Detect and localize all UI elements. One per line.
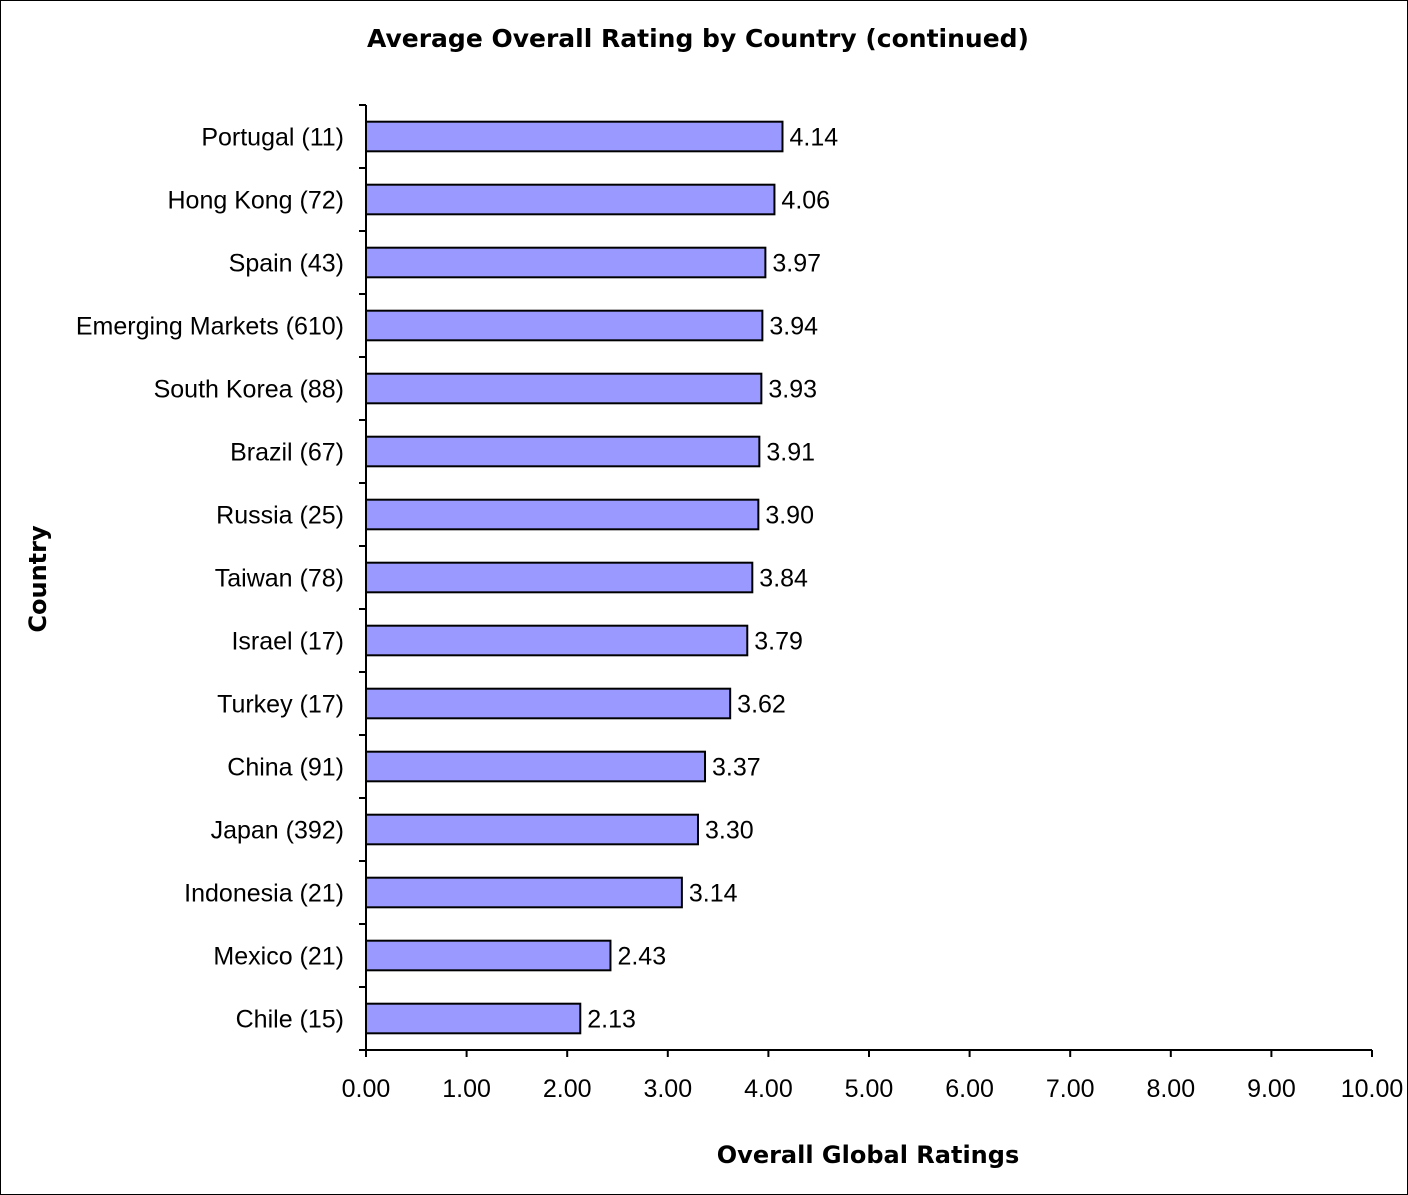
x-tick-label: 10.00	[1341, 1075, 1404, 1103]
category-label: Mexico (21)	[213, 943, 344, 971]
bar	[365, 372, 763, 405]
data-label: 2.43	[617, 943, 666, 971]
bar	[365, 246, 767, 279]
bar	[365, 498, 760, 531]
data-label: 3.62	[737, 691, 786, 719]
bar	[365, 183, 776, 216]
data-label: 3.79	[754, 628, 803, 656]
bar	[365, 687, 732, 720]
category-label: Chile (15)	[236, 1006, 344, 1034]
bar	[365, 1002, 582, 1035]
category-label: China (91)	[227, 754, 344, 782]
x-tick-label: 3.00	[643, 1075, 692, 1103]
data-label: 4.14	[789, 124, 838, 152]
category-label: Portugal (11)	[201, 124, 344, 152]
plot-area: 0.00 1.00 2.00 3.00 4.00 5.00 6.00 7.00 8.00 9.00…	[76, 104, 1404, 1103]
chart-title: Average Overall Rating by Country (conti…	[367, 24, 1029, 53]
x-tick-label: 1.00	[442, 1075, 491, 1103]
x-axis-title: Overall Global Ratings	[717, 1141, 1019, 1169]
x-tick-label: 2.00	[543, 1075, 592, 1103]
bar	[365, 876, 683, 909]
data-label: 3.94	[769, 313, 818, 341]
x-tick-label: 9.00	[1247, 1075, 1296, 1103]
data-label: 3.93	[768, 376, 817, 404]
category-label: Taiwan (78)	[215, 565, 344, 593]
data-label: 3.14	[689, 880, 738, 908]
category-label: Brazil (67)	[230, 439, 344, 467]
data-label: 3.84	[759, 565, 808, 593]
category-label: Israel (17)	[231, 628, 344, 656]
x-tick-label: 4.00	[744, 1075, 793, 1103]
category-label: Spain (43)	[229, 250, 344, 278]
bar	[365, 435, 761, 468]
bar	[365, 561, 754, 594]
category-label: Indonesia (21)	[184, 880, 344, 908]
data-label: 3.97	[772, 250, 821, 278]
bar	[365, 813, 699, 846]
data-label: 3.91	[766, 439, 815, 467]
bar	[365, 120, 784, 153]
category-label: South Korea (88)	[154, 376, 344, 404]
x-tick-label: 7.00	[1046, 1075, 1095, 1103]
data-label: 3.37	[712, 754, 761, 782]
bar	[365, 750, 707, 783]
data-label: 3.30	[705, 817, 754, 845]
x-tick-label: 6.00	[945, 1075, 994, 1103]
data-label: 2.13	[587, 1006, 636, 1034]
x-tick-label: 0.00	[342, 1075, 391, 1103]
bar	[365, 309, 764, 342]
data-label: 3.90	[765, 502, 814, 530]
category-label: Russia (25)	[216, 502, 344, 530]
category-label: Japan (392)	[211, 817, 344, 845]
category-label: Hong Kong (72)	[167, 187, 344, 215]
y-axis-title: Country	[24, 525, 52, 633]
data-label: 4.06	[781, 187, 830, 215]
category-label: Turkey (17)	[217, 691, 344, 719]
x-tick-label: 5.00	[845, 1075, 894, 1103]
category-label: Emerging Markets (610)	[76, 313, 344, 341]
x-tick-label: 8.00	[1146, 1075, 1195, 1103]
bar	[365, 939, 612, 972]
bar	[365, 624, 749, 657]
